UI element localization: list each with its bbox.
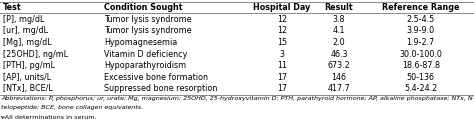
Text: telopeptide; BCE, bone collagen equivalents.: telopeptide; BCE, bone collagen equivale… xyxy=(1,105,143,110)
Text: 2.0: 2.0 xyxy=(333,38,345,47)
Text: 3.9-9.0: 3.9-9.0 xyxy=(407,26,435,35)
Text: 3.8: 3.8 xyxy=(333,15,345,24)
Text: 1.9-2.7: 1.9-2.7 xyxy=(407,38,435,47)
Text: 12: 12 xyxy=(277,26,287,35)
Text: ᴪAll determinations in serum.: ᴪAll determinations in serum. xyxy=(1,115,96,120)
Text: 50-136: 50-136 xyxy=(407,73,435,82)
Text: Abbreviations: P, phosphorus; ur, urate; Mg, magnesium; 25OHD, 25-hydroxyvitamin: Abbreviations: P, phosphorus; ur, urate;… xyxy=(1,96,474,101)
Text: Result: Result xyxy=(325,3,353,12)
Text: 46.3: 46.3 xyxy=(330,50,347,59)
Text: Hospital Day: Hospital Day xyxy=(253,3,311,12)
Text: Test: Test xyxy=(3,3,21,12)
Text: Tumor lysis syndrome: Tumor lysis syndrome xyxy=(104,26,191,35)
Text: Excessive bone formation: Excessive bone formation xyxy=(104,73,208,82)
Text: 17: 17 xyxy=(277,84,287,93)
Text: 146: 146 xyxy=(331,73,346,82)
Text: [AP], units/L: [AP], units/L xyxy=(3,73,51,82)
Text: [ur], mg/dL: [ur], mg/dL xyxy=(3,26,48,35)
Text: Reference Range: Reference Range xyxy=(382,3,459,12)
Text: 417.7: 417.7 xyxy=(328,84,350,93)
Text: [NTx], BCE/L: [NTx], BCE/L xyxy=(3,84,53,93)
Text: Condition Sought: Condition Sought xyxy=(104,3,182,12)
Text: 11: 11 xyxy=(277,61,287,70)
Text: 2.5-4.5: 2.5-4.5 xyxy=(407,15,435,24)
Text: 18.6-87.8: 18.6-87.8 xyxy=(401,61,440,70)
Text: 17: 17 xyxy=(277,73,287,82)
Text: Tumor lysis syndrome: Tumor lysis syndrome xyxy=(104,15,191,24)
Text: 30.0-100.0: 30.0-100.0 xyxy=(399,50,442,59)
Text: [Mg], mg/dL: [Mg], mg/dL xyxy=(3,38,52,47)
Text: 5.4-24.2: 5.4-24.2 xyxy=(404,84,438,93)
Text: [25OHD], ng/mL: [25OHD], ng/mL xyxy=(3,50,68,59)
Text: 4.1: 4.1 xyxy=(333,26,345,35)
Text: Hypomagnesemia: Hypomagnesemia xyxy=(104,38,177,47)
Text: 12: 12 xyxy=(277,15,287,24)
Text: Vitamin D deficiency: Vitamin D deficiency xyxy=(104,50,187,59)
Text: 673.2: 673.2 xyxy=(328,61,350,70)
Text: [PTH], pg/mL: [PTH], pg/mL xyxy=(3,61,55,70)
Text: [P], mg/dL: [P], mg/dL xyxy=(3,15,44,24)
Text: Suppressed bone resorption: Suppressed bone resorption xyxy=(104,84,217,93)
Text: 3: 3 xyxy=(280,50,284,59)
Text: Hypoparathyroidism: Hypoparathyroidism xyxy=(104,61,186,70)
Text: 15: 15 xyxy=(277,38,287,47)
